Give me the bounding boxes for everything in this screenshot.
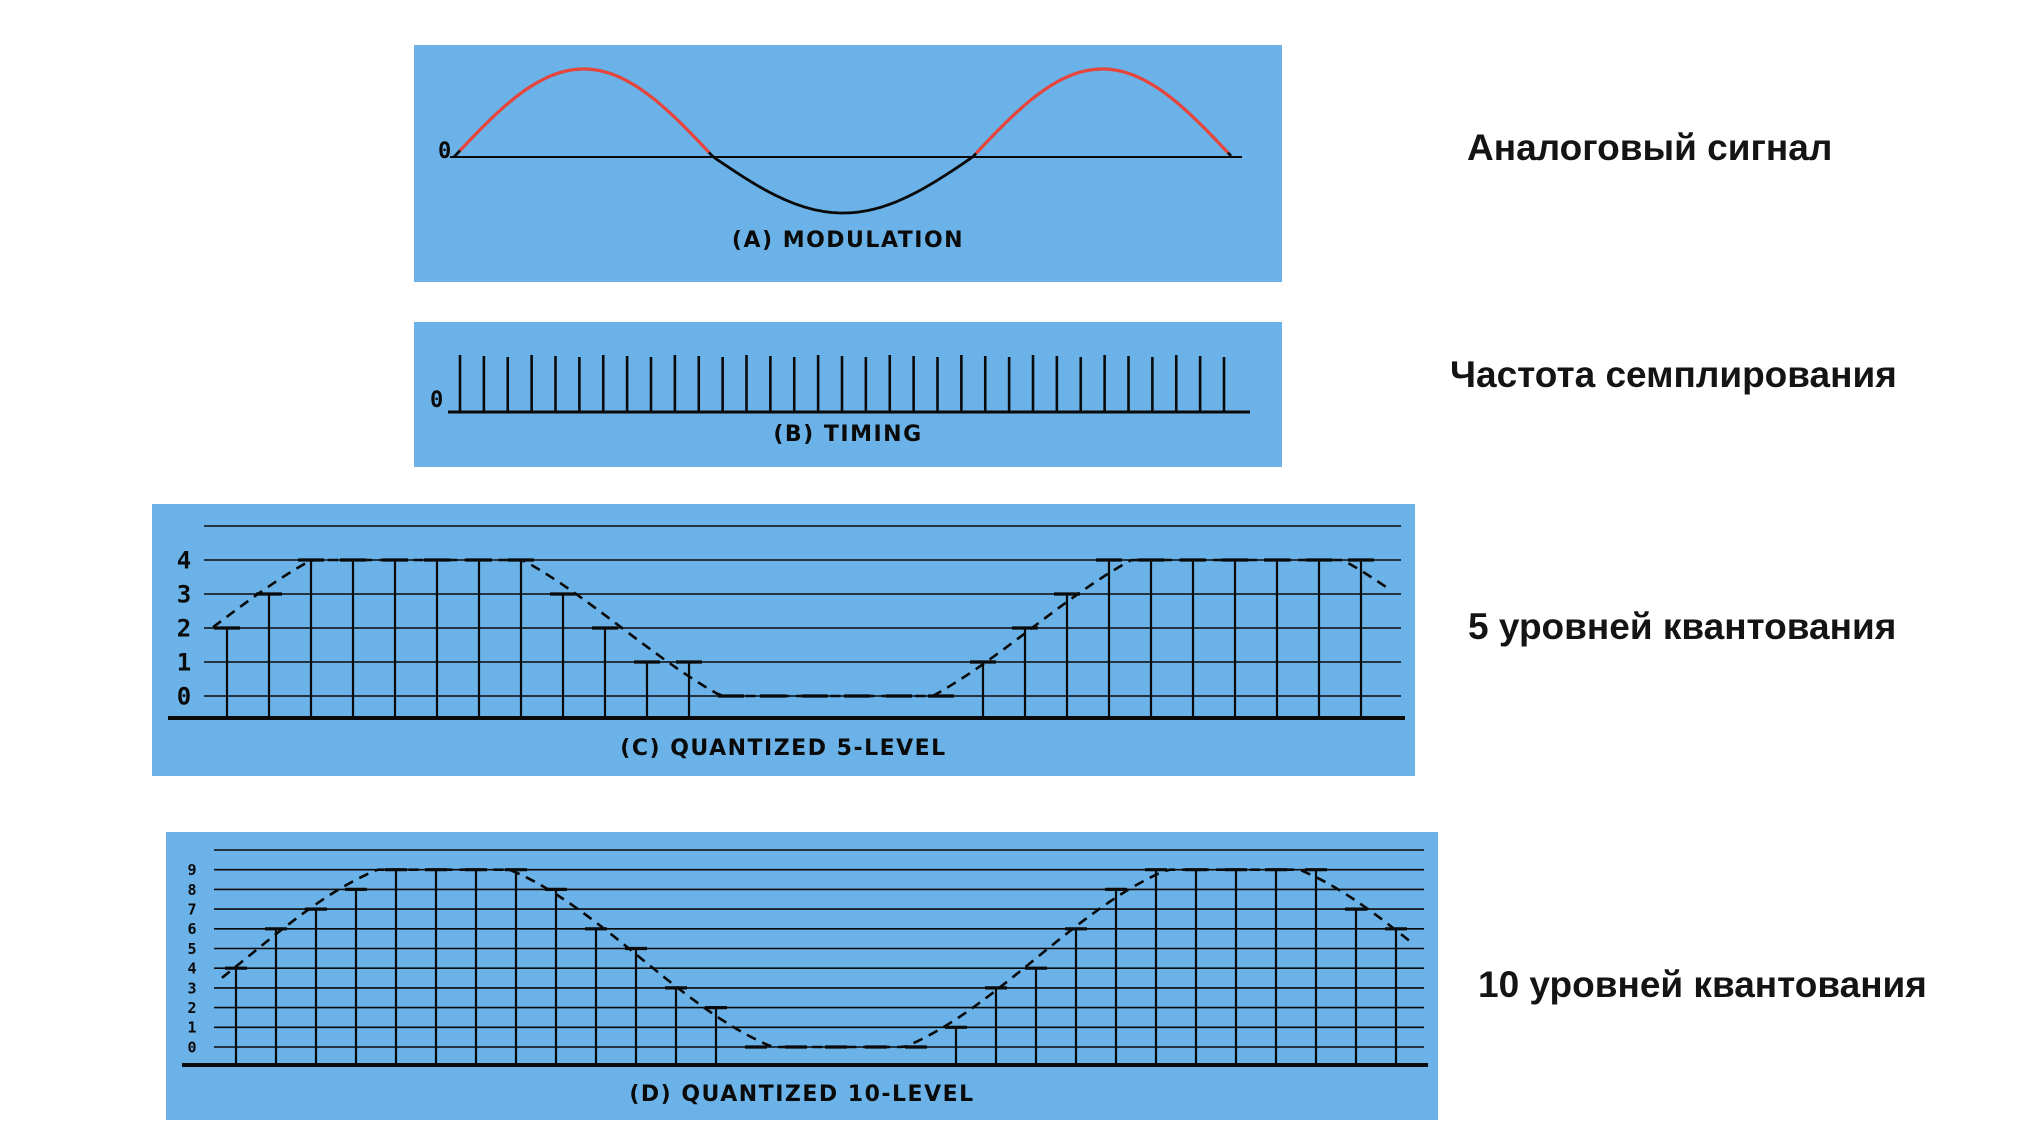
svg-d-axis-label-0: 0 <box>187 1038 196 1056</box>
panel-c-caption: (C) QUANTIZED 5-LEVEL <box>620 736 947 761</box>
panel-a-zero-label: 0 <box>438 139 452 164</box>
panel-timing: 0 (B) TIMING <box>414 322 1282 467</box>
panel-d-caption: (D) QUANTIZED 10-LEVEL <box>629 1082 975 1107</box>
label-analog-signal: Аналоговый сигнал <box>1467 127 1833 168</box>
label-five-levels: 5 уровней квантования <box>1468 606 1897 647</box>
svg-d-axis-label-3: 3 <box>187 979 196 997</box>
svg-c-axis-label-1: 1 <box>177 649 191 677</box>
label-ten-levels: 10 уровней квантования <box>1478 964 1927 1005</box>
quantized-10-level-plot: 9 8 76 5 43 2 10 <box>182 849 1428 1067</box>
panel-b-caption: (B) TIMING <box>773 422 923 447</box>
panel-a-caption: (A) MODULATION <box>731 228 965 253</box>
quantized-5-level-plot: 4 3 2 1 0 <box>168 525 1405 720</box>
svg-c-axis-label-2: 2 <box>177 615 191 643</box>
svg-d-axis-label-8: 8 <box>187 881 196 899</box>
svg-c-axis-label-3: 3 <box>177 581 191 609</box>
svg-d-axis-label-4: 4 <box>187 960 196 978</box>
svg-d-axis-label-5: 5 <box>187 940 196 958</box>
svg-d-axis-label-9: 9 <box>187 861 196 879</box>
label-sampling-rate: Частота семплирования <box>1450 354 1897 395</box>
svg-d-axis-label-7: 7 <box>187 901 196 919</box>
panel-modulation: 0 (A) MODULATION <box>414 45 1282 282</box>
svg-c-axis-label-4: 4 <box>177 547 191 575</box>
svg-d-axis-label-6: 6 <box>187 920 196 938</box>
panel-b-zero-label: 0 <box>430 388 444 413</box>
sampling-ticks <box>448 355 1250 414</box>
panel-quantized-5-level: 4 3 2 1 0 (C) QUANTIZED 5-LEVEL <box>152 504 1415 776</box>
svg-c-axis-label-0: 0 <box>177 683 191 711</box>
svg-d-axis-label-2: 2 <box>187 999 196 1017</box>
modulation-sine-wave <box>450 67 1242 215</box>
svg-d-axis-label-1: 1 <box>187 1019 196 1037</box>
